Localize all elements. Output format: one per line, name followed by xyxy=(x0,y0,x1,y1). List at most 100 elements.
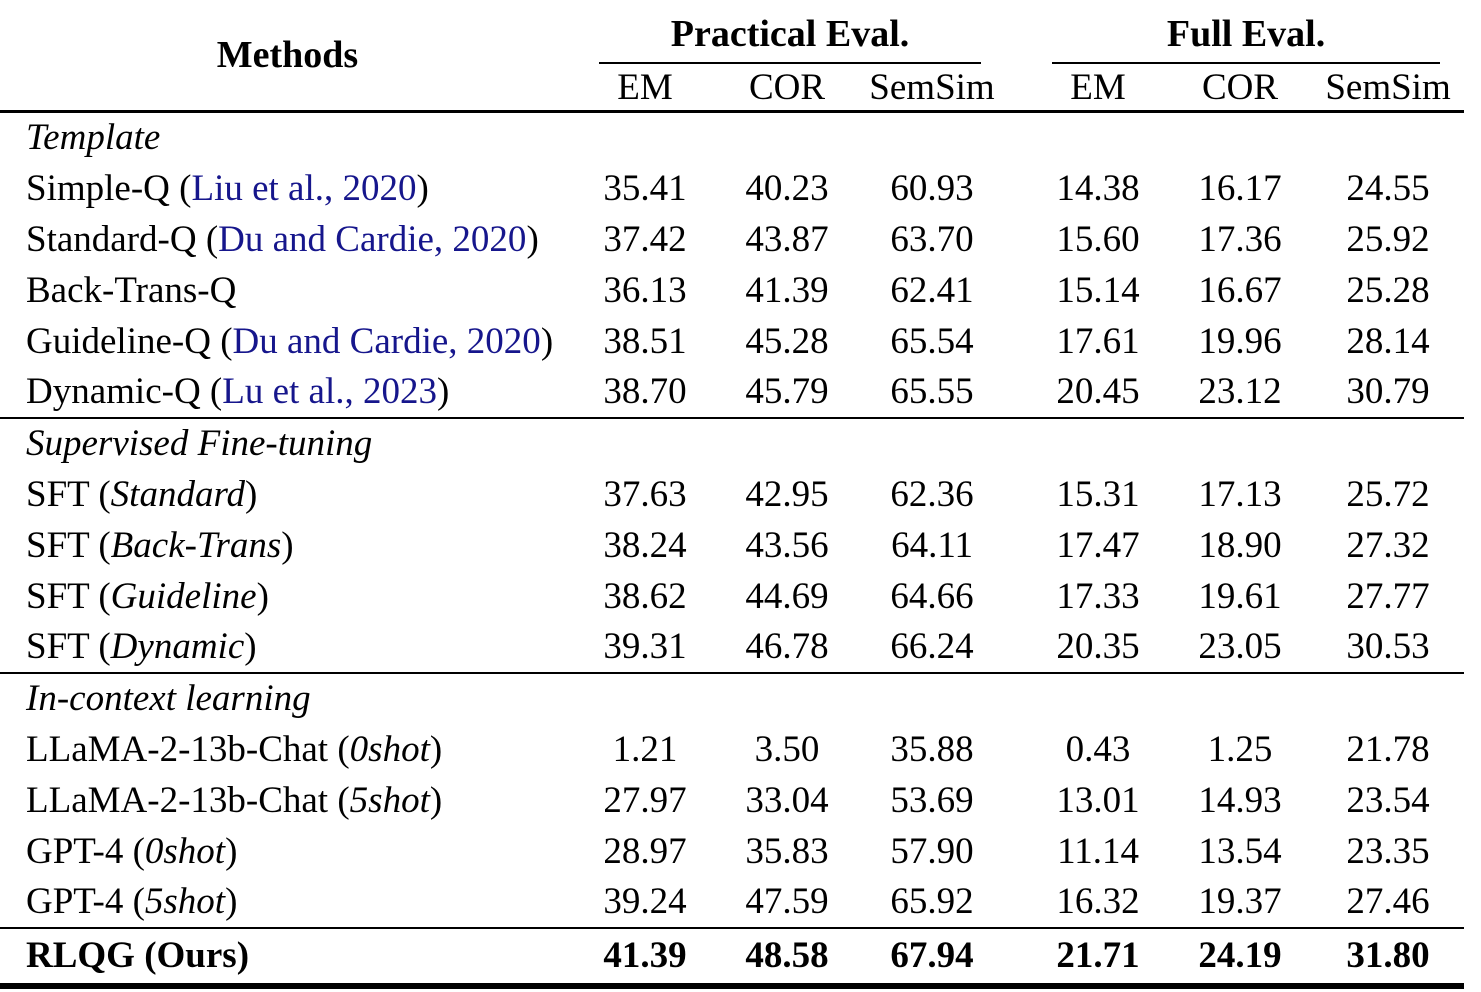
metric-value: 1.25 xyxy=(1207,728,1273,770)
metric-value: 35.41 xyxy=(603,167,687,209)
table-row: SFT (Back-Trans) 38.24 43.56 64.11 17.47 18.9… xyxy=(0,520,1464,571)
metric-value: 38.70 xyxy=(603,371,687,412)
metric-value: 24.19 xyxy=(1168,926,1313,989)
method-cell: Standard-Q (Du and Cardie, 2020) xyxy=(26,218,539,260)
variant-label: 5shot xyxy=(144,881,226,922)
table-row: Back-Trans-Q 36.13 41.39 62.41 15.14 16.67 25.… xyxy=(0,265,1464,316)
table-row: Guideline-Q (Du and Cardie, 2020) 38.51 45… xyxy=(0,316,1464,367)
metric-value: 14.38 xyxy=(1056,167,1140,209)
metric-value: 63.70 xyxy=(890,218,974,260)
method-cell: LLaMA-2-13b-Chat (0shot) xyxy=(26,728,443,770)
metric-value: 16.32 xyxy=(1056,881,1140,922)
variant-label: Dynamic xyxy=(110,626,245,667)
final-row: RLQG (Ours) 41.39 48.58 67.94 21.71 24.19 31.8… xyxy=(0,926,1465,989)
metric-value: 65.54 xyxy=(890,320,974,362)
variant-label: 5shot xyxy=(349,779,430,821)
metric-value: 17.13 xyxy=(1198,473,1282,515)
metric-value: 21.78 xyxy=(1346,728,1430,770)
metric-value: 60.93 xyxy=(890,167,974,209)
metric-value: 41.39 xyxy=(575,926,715,989)
metric-value: 11.14 xyxy=(1057,830,1139,872)
metric-value: 57.90 xyxy=(890,830,974,872)
metric-value: 28.97 xyxy=(603,830,687,872)
metric-value: 19.61 xyxy=(1198,575,1282,617)
method-cell: Back-Trans-Q xyxy=(26,269,237,311)
metric-value: 30.53 xyxy=(1346,626,1430,667)
metric-value: 16.17 xyxy=(1198,167,1282,209)
metric-value: 43.87 xyxy=(745,218,829,260)
subheader-em-full: EM xyxy=(1028,64,1169,113)
section-label: In-context learning xyxy=(0,671,1465,724)
method-cell: SFT (Standard) xyxy=(26,473,258,515)
column-spacer xyxy=(1005,571,1028,622)
variant-label: Guideline xyxy=(110,575,257,617)
method-cell: RLQG (Ours) xyxy=(0,926,575,989)
citation-link[interactable]: Liu et al., 2020 xyxy=(191,167,417,209)
column-spacer xyxy=(1005,469,1028,520)
metric-value: 13.01 xyxy=(1056,779,1140,821)
variant-label: Back-Trans xyxy=(110,524,282,566)
metric-value: 27.32 xyxy=(1346,524,1430,566)
table-row: SFT (Standard) 37.63 42.95 62.36 15.31 17.13 2… xyxy=(0,469,1464,520)
section-header-row: Supervised Fine-tuning xyxy=(0,416,1465,469)
metric-value: 27.46 xyxy=(1346,881,1430,922)
metric-value: 42.95 xyxy=(745,473,829,515)
metric-value: 23.05 xyxy=(1198,626,1282,667)
metric-value: 14.93 xyxy=(1198,779,1282,821)
metric-value: 23.54 xyxy=(1346,779,1430,821)
metric-value: 15.31 xyxy=(1056,473,1140,515)
citation-link[interactable]: Du and Cardie, 2020 xyxy=(232,320,541,362)
metric-value: 62.41 xyxy=(890,269,974,311)
metric-value: 17.33 xyxy=(1056,575,1140,617)
metric-value: 45.28 xyxy=(745,320,829,362)
metric-value: 3.50 xyxy=(754,728,820,770)
metric-value: 17.36 xyxy=(1198,218,1282,260)
header-group-row: Methods Practical Eval. Full Eval. xyxy=(0,0,1464,113)
method-cell: LLaMA-2-13b-Chat (5shot) xyxy=(26,779,443,821)
metric-value: 24.55 xyxy=(1346,167,1430,209)
citation-link[interactable]: Lu et al., 2023 xyxy=(222,371,438,412)
column-spacer xyxy=(1005,214,1028,265)
metric-value: 20.35 xyxy=(1056,626,1140,667)
metric-value: 33.04 xyxy=(745,779,829,821)
metric-value: 1.21 xyxy=(612,728,678,770)
metric-value: 19.96 xyxy=(1198,320,1282,362)
metric-value: 39.31 xyxy=(603,626,687,667)
table-row: Standard-Q (Du and Cardie, 2020) 37.42 43.… xyxy=(0,214,1464,265)
metric-value: 48.58 xyxy=(715,926,859,989)
method-cell: SFT (Guideline) xyxy=(26,575,269,617)
metric-value: 25.28 xyxy=(1346,269,1430,311)
column-spacer xyxy=(1005,316,1028,367)
column-spacer xyxy=(1005,724,1028,775)
group-header-full-cell: Full Eval. xyxy=(1028,0,1464,64)
metric-value: 15.60 xyxy=(1056,218,1140,260)
table-row: SFT (Dynamic) 39.31 46.78 66.24 20.35 23.05 30… xyxy=(0,622,1464,673)
metric-value: 23.35 xyxy=(1346,830,1430,872)
group-header-practical: Practical Eval. xyxy=(599,12,982,64)
metric-value: 47.59 xyxy=(745,881,829,922)
table-row: Simple-Q (Liu et al., 2020) 35.41 40.23 60.… xyxy=(0,163,1464,214)
variant-label: 0shot xyxy=(349,728,430,770)
metric-value: 38.24 xyxy=(603,524,687,566)
metric-value: 45.79 xyxy=(745,371,829,412)
metric-value: 27.77 xyxy=(1346,575,1430,617)
metric-value: 21.71 xyxy=(1028,926,1169,989)
citation-link[interactable]: Du and Cardie, 2020 xyxy=(218,218,527,260)
method-cell: GPT-4 (5shot) xyxy=(26,881,238,922)
metric-value: 16.67 xyxy=(1198,269,1282,311)
column-spacer xyxy=(1005,877,1028,928)
column-spacer xyxy=(1005,826,1028,877)
metric-value: 20.45 xyxy=(1056,371,1140,412)
metric-value: 38.62 xyxy=(603,575,687,617)
subheader-semsim-full: SemSim xyxy=(1312,64,1465,113)
method-cell: SFT (Dynamic) xyxy=(26,626,257,667)
metric-value: 38.51 xyxy=(603,320,687,362)
metric-value: 37.63 xyxy=(603,473,687,515)
subheader-em-practical: EM xyxy=(575,64,715,113)
metric-value: 65.55 xyxy=(890,371,974,412)
column-spacer xyxy=(1005,0,1029,113)
section-header-row: Template xyxy=(0,112,1464,163)
section-label: Template xyxy=(26,117,161,159)
